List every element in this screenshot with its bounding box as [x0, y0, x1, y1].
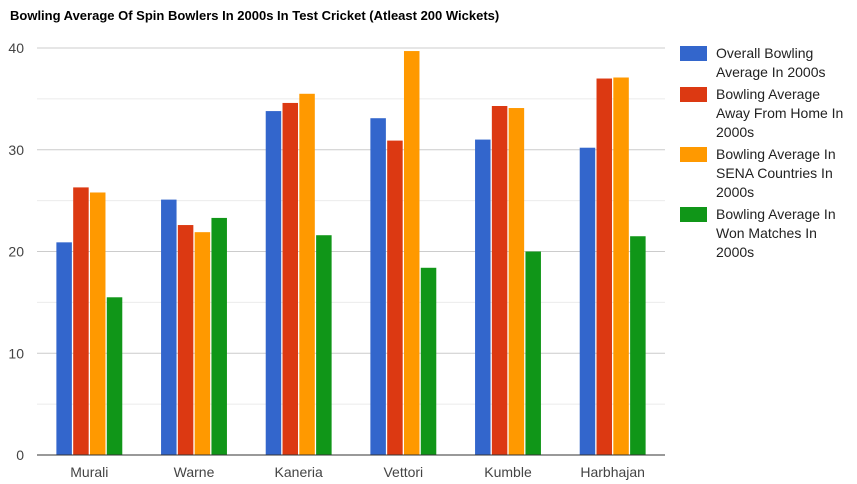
x-tick-label: Murali	[70, 464, 108, 480]
bar[interactable]	[475, 139, 491, 455]
x-tick-label: Warne	[174, 464, 215, 480]
bar[interactable]	[282, 102, 299, 455]
bars	[56, 51, 646, 456]
bar[interactable]	[106, 297, 123, 455]
legend-item[interactable]: Bowling Average In Won Matches In 2000s	[680, 205, 855, 262]
y-tick-label: 0	[16, 447, 24, 463]
bar[interactable]	[265, 111, 282, 456]
y-tick-label: 30	[8, 142, 24, 158]
bar[interactable]	[211, 217, 227, 455]
chart-title: Bowling Average Of Spin Bowlers In 2000s…	[10, 8, 500, 23]
legend-label: Bowling Average Away From Home In 2000s	[716, 86, 844, 140]
bar[interactable]	[194, 232, 211, 455]
bar[interactable]	[177, 225, 194, 455]
bar[interactable]	[161, 199, 177, 455]
bar[interactable]	[73, 187, 89, 455]
bar[interactable]	[370, 118, 386, 456]
chart-legend: Overall Bowling Average In 2000s Bowling …	[680, 44, 855, 265]
x-tick-label: Kaneria	[275, 464, 323, 480]
bar[interactable]	[56, 242, 72, 455]
legend-label: Bowling Average In SENA Countries In 200…	[716, 146, 836, 200]
bar[interactable]	[89, 192, 106, 456]
y-tick-label: 20	[8, 244, 24, 260]
bar[interactable]	[420, 267, 437, 455]
bar[interactable]	[525, 251, 541, 456]
bar[interactable]	[299, 93, 315, 455]
y-tick-label: 10	[8, 345, 24, 361]
x-tick-label: Vettori	[383, 464, 423, 480]
gridlines	[37, 47, 665, 405]
legend-swatch	[680, 87, 707, 102]
bar[interactable]	[630, 236, 646, 455]
x-tick-label: Kumble	[484, 464, 532, 480]
legend-item[interactable]: Bowling Average Away From Home In 2000s	[680, 85, 855, 142]
y-tick-label: 40	[8, 40, 24, 56]
legend-swatch	[680, 46, 707, 61]
legend-swatch	[680, 147, 707, 162]
legend-swatch	[680, 207, 707, 222]
legend-label: Overall Bowling Average In 2000s	[716, 45, 826, 80]
bar[interactable]	[403, 51, 420, 456]
bar[interactable]	[316, 235, 332, 455]
axes: 0 10 20 30 40 Murali Warne Kaneria Vettori Kumble…	[8, 40, 665, 480]
legend-item[interactable]: Overall Bowling Average In 2000s	[680, 44, 855, 82]
x-tick-label: Harbhajan	[580, 464, 645, 480]
bar[interactable]	[491, 105, 508, 455]
bar[interactable]	[613, 77, 629, 455]
bar[interactable]	[596, 78, 613, 456]
bar[interactable]	[508, 108, 525, 455]
bar[interactable]	[579, 147, 596, 455]
bar[interactable]	[387, 140, 403, 455]
legend-item[interactable]: Bowling Average In SENA Countries In 200…	[680, 145, 855, 202]
legend-label: Bowling Average In Won Matches In 2000s	[716, 206, 836, 260]
